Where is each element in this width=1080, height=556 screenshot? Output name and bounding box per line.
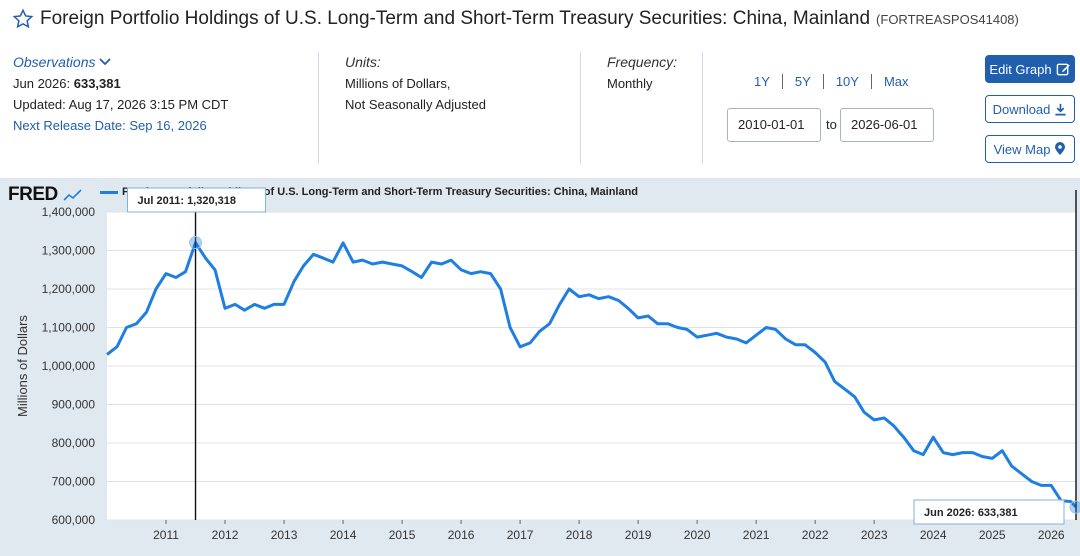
x-tick-label: 2013	[271, 528, 298, 542]
page-title: Foreign Portfolio Holdings of U.S. Long-…	[40, 8, 871, 29]
divider	[580, 52, 581, 164]
observations-column: Observations Jun 2026: 633,381 Updated: …	[13, 52, 228, 136]
x-tick-label: 2026	[1038, 528, 1065, 542]
tooltip-box	[127, 187, 267, 213]
view-map-label: View Map	[993, 141, 1051, 157]
range-5y[interactable]: 5Y	[783, 74, 824, 89]
tooltip-value: 633,381	[978, 507, 1018, 519]
meta-panel: Observations Jun 2026: 633,381 Updated: …	[0, 52, 1080, 164]
x-tick-label: 2021	[743, 528, 770, 542]
y-tick-label: 1,300,000	[42, 244, 96, 258]
latest-value: 633,381	[73, 76, 121, 91]
y-tick-label: 800,000	[52, 436, 96, 450]
x-tick-label: 2012	[212, 528, 239, 542]
x-tick-label: 2019	[625, 528, 652, 542]
x-tick-label: 2024	[920, 528, 947, 542]
map-pin-icon	[1055, 142, 1066, 155]
observations-toggle[interactable]: Observations	[13, 52, 228, 73]
view-map-button[interactable]: View Map	[985, 135, 1075, 163]
latest-observation: Jun 2026: 633,381	[13, 73, 228, 94]
x-tick-label: 2011	[153, 528, 179, 542]
y-tick-label: 1,400,000	[42, 205, 96, 219]
data-point-marker	[189, 236, 203, 250]
y-tick-label: 900,000	[52, 398, 96, 412]
units-line2: Not Seasonally Adjusted	[345, 97, 486, 112]
frequency-column: Frequency: Monthly	[607, 52, 677, 94]
observations-label[interactable]: Observations	[13, 54, 96, 70]
end-date-input[interactable]: 2026-06-01	[840, 108, 934, 142]
range-10y[interactable]: 10Y	[824, 74, 872, 89]
x-tick-label: 2020	[684, 528, 711, 542]
tooltip-box	[913, 499, 1065, 525]
fred-logo[interactable]: FRED	[8, 184, 83, 206]
latest-date: Jun 2026:	[13, 76, 71, 91]
x-tick-label: 2023	[861, 528, 888, 542]
edit-graph-button[interactable]: Edit Graph	[985, 55, 1075, 83]
units-line1: Millions of Dollars,	[345, 76, 451, 91]
download-icon	[1055, 103, 1067, 115]
tooltip-date: Jul 2011:	[138, 195, 188, 207]
units-label: Units:	[345, 54, 381, 70]
download-label: Download	[992, 101, 1051, 117]
updated-text: Updated: Aug 17, 2026 3:15 PM CDT	[13, 97, 229, 112]
edit-icon	[1056, 63, 1070, 75]
x-tick-label: 2014	[330, 528, 357, 542]
y-tick-label: 600,000	[52, 513, 96, 527]
frequency-value: Monthly	[607, 76, 653, 91]
y-axis-label: Millions of Dollars	[15, 315, 30, 417]
title-row: Foreign Portfolio Holdings of U.S. Long-…	[12, 8, 1019, 30]
next-release-link[interactable]: Next Release Date: Sep 16, 2026	[13, 118, 207, 133]
x-tick-label: 2025	[979, 528, 1006, 542]
series-id: (FORTREASPOS41408)	[876, 11, 1019, 27]
units-column: Units: Millions of Dollars, Not Seasonal…	[345, 52, 486, 115]
x-tick-label: 2022	[802, 528, 829, 542]
x-tick-label: 2018	[566, 528, 593, 542]
y-tick-label: 1,000,000	[42, 359, 96, 373]
y-tick-label: 700,000	[52, 475, 96, 489]
y-tick-label: 1,200,000	[42, 282, 96, 296]
line-chart[interactable]: 600,000 700,000 800,000 900,000 1,000,000 1,1…	[0, 178, 1080, 556]
tooltip-text: Jun 2026: 633,381	[924, 507, 1018, 519]
chart-area: FRED Foreign Portfolio Holdings of U.S. …	[0, 178, 1080, 556]
to-label: to	[826, 117, 837, 132]
star-icon[interactable]	[12, 8, 34, 30]
series-line	[106, 241, 1078, 509]
x-tick-label: 2015	[389, 528, 416, 542]
tooltip-value: 1,320,318	[187, 195, 236, 207]
download-button[interactable]: Download	[985, 95, 1075, 123]
fred-logo-text: FRED	[8, 184, 58, 205]
data-point-marker	[1069, 500, 1080, 514]
x-tick-label: 2016	[448, 528, 475, 542]
range-links: 1Y 5Y 10Y Max	[742, 74, 921, 89]
start-date-input[interactable]: 2010-01-01	[727, 108, 821, 142]
line-chart-icon	[62, 189, 82, 201]
chevron-down-icon[interactable]	[99, 57, 111, 67]
frequency-label: Frequency:	[607, 54, 678, 70]
x-tick-label: 2017	[507, 528, 534, 542]
tooltip-date: Jun 2026:	[924, 507, 978, 519]
legend-swatch	[100, 190, 118, 194]
range-1y[interactable]: 1Y	[742, 74, 783, 89]
divider	[318, 52, 319, 164]
y-tick-label: 1,100,000	[42, 321, 96, 335]
divider	[702, 52, 703, 164]
tooltip-text: Jul 2011: 1,320,318	[138, 195, 236, 207]
edit-graph-label: Edit Graph	[989, 61, 1052, 77]
range-max[interactable]: Max	[883, 74, 909, 89]
